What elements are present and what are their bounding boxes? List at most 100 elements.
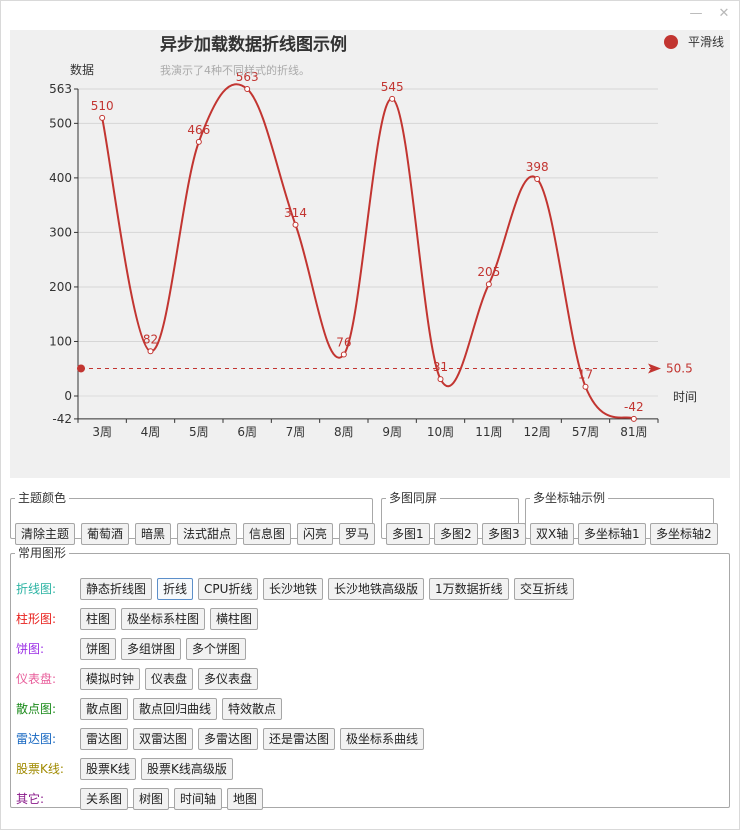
- chart-type-button-2[interactable]: 树图: [133, 788, 170, 810]
- x-tick-label: 12周: [524, 425, 551, 439]
- chart-type-button-3[interactable]: 时间轴: [174, 788, 223, 810]
- chart-type-button-2[interactable]: 股票K线高级版: [141, 758, 233, 780]
- multi-axis-button-1[interactable]: 双X轴: [530, 523, 575, 545]
- markline-label: 50.5: [666, 361, 693, 375]
- multi-chart-group: 多图同屏 多图1 多图2 多图3: [381, 491, 526, 545]
- data-point: [99, 114, 106, 121]
- chart-type-button-3[interactable]: 多个饼图: [186, 638, 247, 660]
- chart-type-button-4[interactable]: 长沙地铁: [263, 578, 324, 600]
- theme-group: 主题颜色 清除主题 葡萄酒 暗黑 法式甜点 信息图 闪亮 罗马: [10, 491, 376, 545]
- x-tick-label: 8周: [334, 425, 354, 439]
- data-label: 17: [578, 368, 593, 382]
- category-label: 股票K线:: [16, 762, 64, 776]
- chart-type-button-1[interactable]: 柱图: [80, 608, 117, 630]
- multi-chart-button-3[interactable]: 多图3: [482, 523, 526, 545]
- data-label: -42: [624, 400, 644, 414]
- data-point: [389, 95, 396, 102]
- chart-subtitle: 我演示了4种不同样式的折线。: [160, 63, 310, 77]
- chart-type-button-2[interactable]: 双雷达图: [133, 728, 194, 750]
- multi-chart-button-1[interactable]: 多图1: [386, 523, 430, 545]
- chart-type-button-1[interactable]: 饼图: [80, 638, 117, 660]
- x-tick-label: 57周: [572, 425, 599, 439]
- chart-type-button-3[interactable]: 特效散点: [222, 698, 283, 720]
- y-tick-label: 100: [49, 334, 72, 348]
- chart-type-button-2[interactable]: 极坐标系柱图: [121, 608, 206, 630]
- data-label: 314: [284, 206, 307, 220]
- theme-group-title: 主题颜色: [18, 491, 67, 505]
- chart-type-button-3[interactable]: CPU折线: [198, 578, 259, 600]
- y-tick-label: -42: [52, 412, 72, 426]
- x-tick-label: 6周: [237, 425, 257, 439]
- multi-axis-button-2[interactable]: 多坐标轴1: [578, 523, 646, 545]
- x-tick-label: 9周: [382, 425, 402, 439]
- data-label: 205: [477, 265, 500, 279]
- chart-type-button-5[interactable]: 长沙地铁高级版: [328, 578, 425, 600]
- chart-type-button-3[interactable]: 多仪表盘: [198, 668, 259, 690]
- data-label: 82: [143, 332, 158, 346]
- data-label: 563: [236, 70, 259, 84]
- chart-type-button-1[interactable]: 模拟时钟: [80, 668, 141, 690]
- markline-arrow: [648, 363, 661, 374]
- minimize-button[interactable]: —: [689, 6, 703, 21]
- theme-button-4[interactable]: 法式甜点: [177, 523, 238, 545]
- theme-button-3[interactable]: 暗黑: [135, 523, 172, 545]
- chart-type-button-2[interactable]: 多组饼图: [121, 638, 182, 660]
- multi-chart-group-title: 多图同屏: [389, 491, 438, 505]
- y-tick-label: 0: [64, 389, 72, 403]
- multi-axis-group-title: 多坐标轴示例: [533, 491, 606, 505]
- chart-type-button-7[interactable]: 交互折线: [514, 578, 575, 600]
- category-label: 饼图:: [16, 642, 45, 656]
- markline-start-dot: [77, 364, 85, 373]
- chart-type-button-6[interactable]: 1万数据折线: [429, 578, 509, 600]
- chart-type-button-4[interactable]: 还是雷达图: [263, 728, 336, 750]
- multi-axis-button-3[interactable]: 多坐标轴2: [650, 523, 718, 545]
- chart-title: 异步加载数据折线图示例: [160, 34, 347, 55]
- chart-type-button-1[interactable]: 股票K线: [80, 758, 136, 780]
- data-point: [582, 383, 589, 390]
- y-axis-label: 数据: [70, 62, 94, 77]
- theme-button-5[interactable]: 信息图: [243, 523, 292, 545]
- data-point: [485, 281, 492, 288]
- data-point: [437, 376, 444, 383]
- chart-type-button-3[interactable]: 多雷达图: [198, 728, 259, 750]
- x-tick-label: 81周: [620, 425, 647, 439]
- x-axis-label: 时间: [673, 390, 697, 404]
- data-label: 31: [433, 360, 448, 374]
- theme-button-7[interactable]: 罗马: [339, 523, 376, 545]
- common-charts-group-title: 常用图形: [18, 546, 67, 560]
- data-label: 466: [187, 123, 210, 137]
- y-tick-label: 200: [49, 280, 72, 294]
- category-label: 柱形图:: [16, 612, 57, 626]
- x-tick-label: 7周: [286, 425, 306, 439]
- data-point: [630, 415, 637, 422]
- chart-type-button-2[interactable]: 散点回归曲线: [133, 698, 218, 720]
- category-label: 雷达图:: [16, 732, 57, 746]
- chart-type-button-1[interactable]: 散点图: [80, 698, 129, 720]
- multi-axis-group: 多坐标轴示例 双X轴 多坐标轴1 多坐标轴2: [525, 491, 718, 545]
- data-point: [340, 351, 347, 358]
- chart-type-button-1[interactable]: 关系图: [80, 788, 129, 810]
- chart-type-button-2[interactable]: 折线: [157, 578, 194, 600]
- legend-marker[interactable]: [664, 35, 678, 49]
- x-tick-label: 5周: [189, 425, 209, 439]
- data-label: 510: [91, 99, 114, 113]
- chart-type-button-1[interactable]: 雷达图: [80, 728, 129, 750]
- theme-button-6[interactable]: 闪亮: [297, 523, 334, 545]
- chart-type-button-2[interactable]: 仪表盘: [145, 668, 194, 690]
- data-label: 398: [526, 160, 549, 174]
- data-point: [147, 348, 154, 355]
- chart-type-button-3[interactable]: 横柱图: [210, 608, 259, 630]
- legend-label[interactable]: 平滑线: [688, 35, 724, 49]
- theme-button-1[interactable]: 清除主题: [15, 523, 76, 545]
- x-tick-label: 4周: [141, 425, 161, 439]
- theme-button-2[interactable]: 葡萄酒: [81, 523, 130, 545]
- chart-type-button-5[interactable]: 极坐标系曲线: [340, 728, 425, 750]
- chart-type-button-4[interactable]: 地图: [227, 788, 264, 810]
- chart-panel: 563 500 400 300 200 100 0 -42 3周 4周 5周 6周 7周 8周 9周 10周 1…: [10, 30, 730, 478]
- line-chart: 563 500 400 300 200 100 0 -42 3周 4周 5周 6周 7周 8周 9周 10周 1…: [49, 34, 724, 439]
- chart-type-button-1[interactable]: 静态折线图: [80, 578, 153, 600]
- multi-chart-button-2[interactable]: 多图2: [434, 523, 478, 545]
- close-button[interactable]: ✕: [718, 6, 730, 21]
- x-tick-label: 10周: [427, 425, 454, 439]
- common-charts-group: 常用图形 折线图: 静态折线图 折线 CPU折线 长沙地铁 长沙地铁高级版 1万数据折线 交互…: [10, 546, 730, 810]
